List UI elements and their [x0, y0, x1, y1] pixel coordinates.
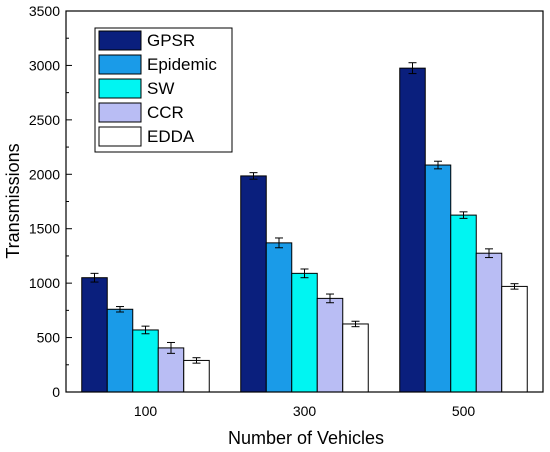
y-tick-label: 3500 — [29, 3, 60, 19]
bar-edda-500 — [501, 285, 528, 393]
y-tick-label: 3000 — [29, 57, 60, 73]
legend-label-edda: EDDA — [147, 127, 195, 146]
x-tick-label: 500 — [452, 403, 476, 419]
y-axis-ticks: 0 500 1000 1500 2000 2500 3000 3500 — [29, 3, 72, 400]
bar-ccr-100 — [157, 347, 185, 393]
x-axis-title: Number of Vehicles — [228, 428, 384, 448]
legend-label-sw: SW — [147, 79, 174, 98]
bar-gpsr-500 — [399, 67, 426, 393]
y-tick-label: 1000 — [29, 275, 60, 291]
y-tick-label: 0 — [52, 384, 60, 400]
legend-swatch-sw — [98, 78, 142, 99]
legend-label-epidemic: Epidemic — [147, 55, 217, 74]
legend-swatch-epidemic — [98, 54, 142, 75]
y-tick-label: 2500 — [29, 112, 60, 128]
bar-gpsr-100 — [81, 277, 108, 393]
x-tick-label: 300 — [293, 403, 317, 419]
x-axis-ticks: 100 300 500 — [134, 386, 476, 419]
bar-sw-500 — [450, 214, 477, 393]
y-tick-label: 1500 — [29, 221, 60, 237]
bar-edda-300 — [342, 323, 369, 393]
legend-label-gpsr: GPSR — [147, 31, 195, 50]
y-axis-title: Transmissions — [3, 143, 23, 258]
bar-ccr-500 — [475, 252, 503, 393]
legend-label-ccr: CCR — [147, 103, 184, 122]
bar-epidemic-500 — [424, 164, 452, 393]
x-tick-label: 100 — [134, 403, 158, 419]
bar-ccr-300 — [316, 297, 344, 393]
legend-swatch-ccr — [98, 102, 142, 123]
y-tick-label: 2000 — [29, 166, 60, 182]
bar-gpsr-300 — [240, 175, 267, 393]
bar-epidemic-100 — [106, 308, 134, 393]
bar-sw-300 — [291, 272, 318, 393]
bar-epidemic-300 — [265, 242, 293, 393]
bar-sw-100 — [132, 329, 159, 393]
legend-swatch-edda — [98, 126, 142, 147]
y-tick-label: 500 — [37, 330, 61, 346]
bars — [81, 67, 528, 393]
plot-frame — [65, 10, 544, 393]
error-bars — [90, 62, 519, 364]
legend-swatch-gpsr — [98, 30, 142, 51]
bar-edda-100 — [183, 359, 210, 393]
legend: GPSR Epidemic SW CCR EDDA — [94, 27, 233, 153]
